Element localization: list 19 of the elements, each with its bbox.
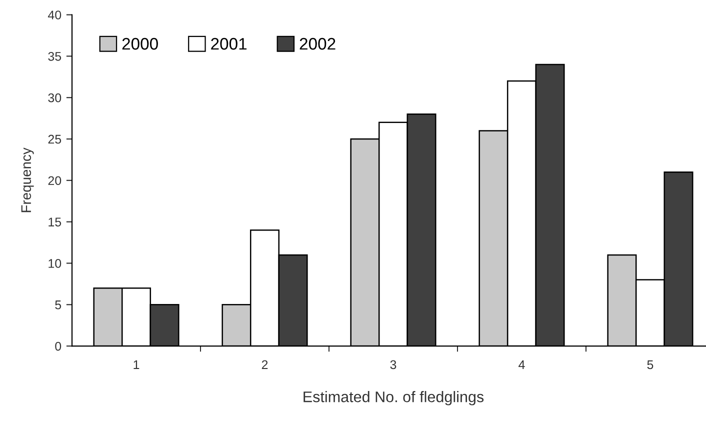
- legend-label: 2001: [211, 38, 247, 50]
- legend-label: 2002: [300, 38, 336, 50]
- y-tick-label: 30: [48, 93, 62, 102]
- x-tick-label: 5: [647, 360, 654, 370]
- y-tick-label: 15: [48, 218, 62, 226]
- y-tick-label: 20: [48, 176, 62, 186]
- y-tick-label: 5: [55, 300, 62, 310]
- y-tick-label: 25: [48, 134, 62, 144]
- y-tick-label: 10: [48, 259, 62, 268]
- y-axis-title: Frequency: [21, 148, 34, 212]
- x-tick-label: 4: [518, 360, 525, 369]
- x-axis-title: Estimated No. of fledglings: [304, 391, 484, 406]
- y-tick-label: 35: [48, 52, 62, 61]
- x-tick-label: 1: [134, 360, 140, 369]
- x-tick-label: 3: [390, 360, 396, 370]
- y-tick-label: 40: [48, 10, 62, 20]
- y-tick-label: 0: [55, 342, 62, 351]
- legend-label: 2000: [122, 38, 158, 50]
- x-tick-label: 2: [262, 360, 268, 369]
